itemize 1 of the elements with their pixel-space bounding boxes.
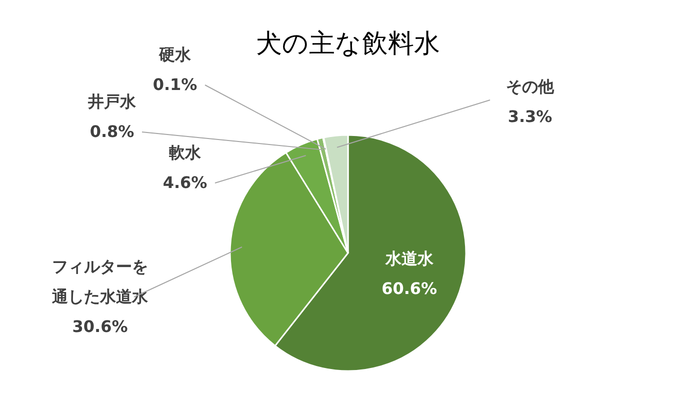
chart-title: 犬の主な飲料水 — [256, 29, 440, 59]
